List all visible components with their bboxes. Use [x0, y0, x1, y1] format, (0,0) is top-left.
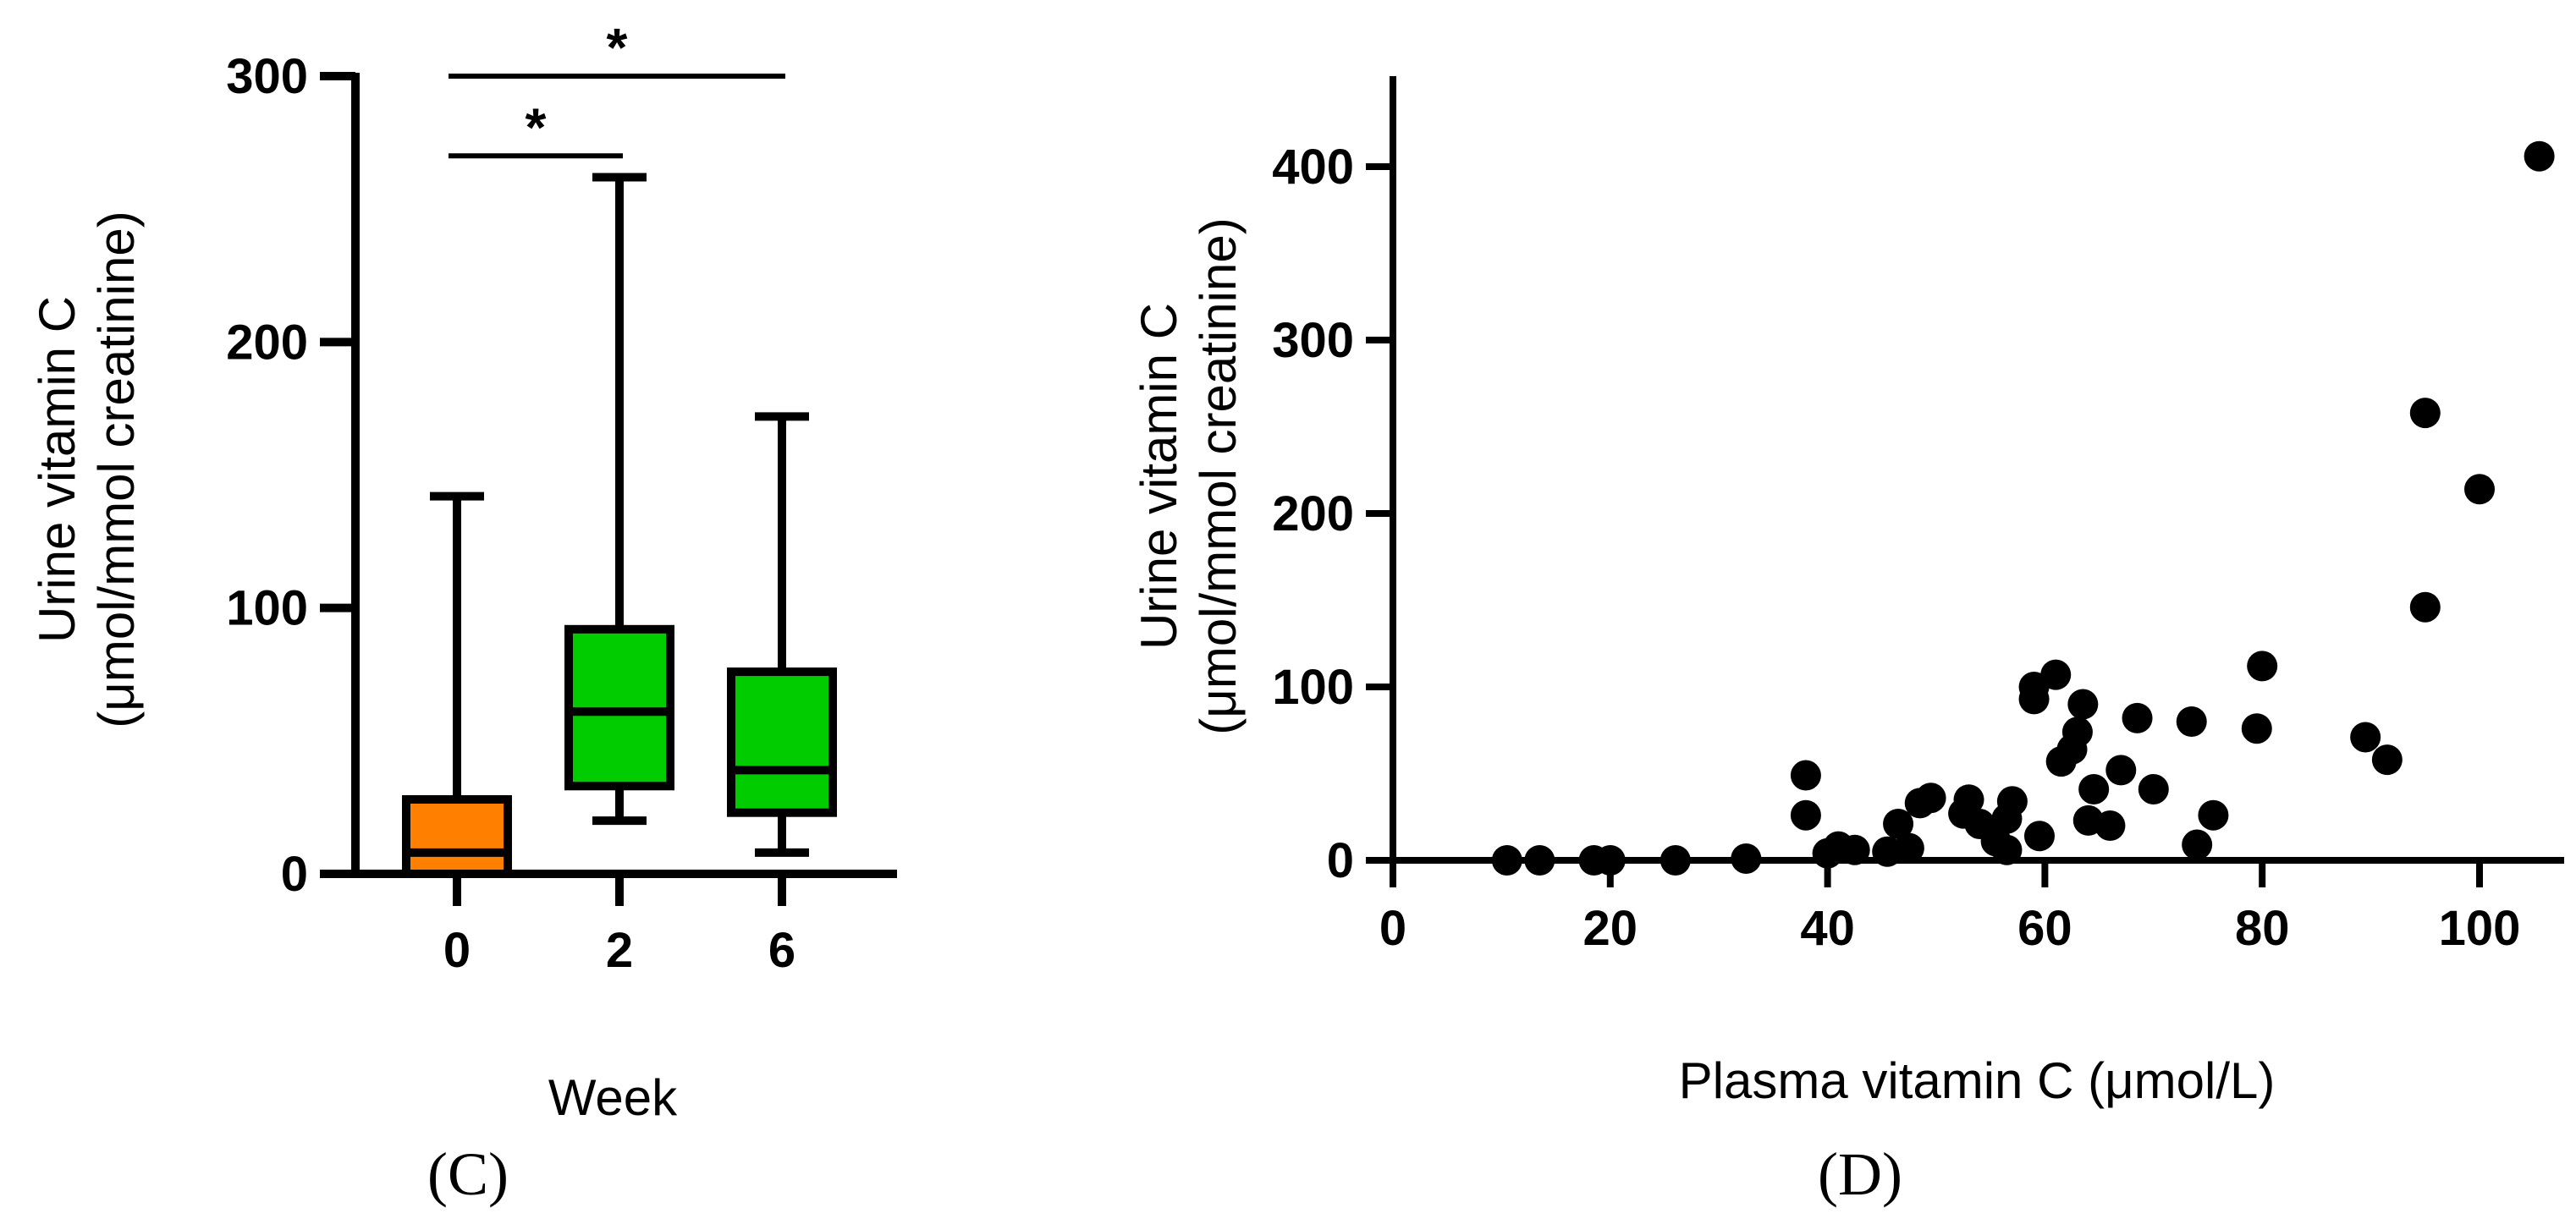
scatter-point — [2122, 702, 2153, 733]
scatter-point — [2409, 591, 2441, 623]
scatter-point — [1893, 832, 1924, 864]
scatter-point — [2350, 722, 2381, 753]
scatter-point — [2040, 659, 2072, 690]
box-week-0 — [402, 491, 512, 879]
y-axis-title-line2: (μmol/mmol creatinine) — [88, 211, 145, 728]
scatter-point — [2067, 689, 2099, 720]
scatter-point — [2198, 799, 2229, 831]
x-tick-label: 6 — [768, 923, 795, 978]
x-tick-label: 2 — [606, 923, 633, 978]
scatter-point — [2018, 684, 2050, 715]
scatter-point — [2176, 706, 2207, 737]
x-tick-label: 60 — [2017, 901, 2072, 956]
y-tick-label: 200 — [226, 315, 308, 370]
panel-d-scatter-plot: 0 100 200 300 400 0 20 40 60 80 100 Urine vitamin… — [1131, 76, 2564, 1208]
x-axis-ticks: 0 20 40 60 80 100 — [1379, 860, 2521, 956]
box-iqr — [727, 667, 837, 817]
scatter-points — [1491, 140, 2555, 876]
y-tick-label: 200 — [1272, 486, 1354, 541]
scatter-point — [2409, 398, 2441, 429]
panel-label-c: (C) — [427, 1140, 509, 1208]
x-tick-label: 40 — [1800, 901, 1855, 956]
scatter-point — [2023, 821, 2055, 852]
scatter-point — [2138, 773, 2169, 804]
scatter-point — [2078, 773, 2110, 804]
y-tick-label: 100 — [1272, 660, 1354, 715]
box-week-6 — [727, 412, 837, 857]
significance-brackets: ** — [449, 17, 785, 159]
y-tick-label: 300 — [226, 49, 308, 104]
scatter-point — [2247, 651, 2278, 682]
y-axis-title-line2: (μmol/mmol creatinine) — [1190, 217, 1247, 734]
y-axis-ticks: 0 100 200 300 400 — [1272, 140, 1393, 888]
y-axis-ticks: 0 100 200 300 — [226, 49, 355, 902]
scatter-point — [2094, 810, 2126, 841]
box-series — [402, 173, 837, 879]
y-tick-label: 400 — [1272, 140, 1354, 195]
x-axis-title: Week — [548, 1069, 678, 1126]
scatter-point — [2464, 474, 2495, 505]
y-tick-label: 100 — [226, 581, 308, 636]
scatter-point — [2241, 713, 2272, 744]
significance-star: * — [526, 96, 547, 157]
y-tick-label: 0 — [1327, 833, 1354, 888]
y-tick-label: 0 — [281, 847, 308, 902]
x-tick-label: 100 — [2439, 901, 2521, 956]
box-week-2 — [564, 173, 674, 826]
scatter-point — [1953, 784, 1984, 815]
x-axis-ticks: 0 2 6 — [443, 874, 795, 978]
box-iqr — [402, 794, 512, 879]
scatter-point — [2371, 744, 2403, 776]
scatter-point — [1883, 808, 1914, 839]
x-tick-label: 0 — [443, 923, 471, 978]
y-axis-title-line1: Urine vitamin C — [29, 296, 85, 643]
x-tick-label: 20 — [1583, 901, 1638, 956]
x-axis-title: Plasma vitamin C (μmol/L) — [1679, 1052, 2276, 1109]
scatter-point — [1790, 760, 1821, 791]
scatter-point — [2061, 717, 2093, 748]
x-tick-label: 0 — [1379, 901, 1406, 956]
x-tick-label: 80 — [2235, 901, 2290, 956]
y-axis-title-line1: Urine vitamin C — [1131, 303, 1187, 650]
scatter-point — [1996, 786, 2028, 817]
scatter-point — [2524, 140, 2555, 172]
y-tick-label: 300 — [1272, 313, 1354, 368]
scatter-point — [2105, 755, 2137, 786]
scatter-point — [2182, 829, 2213, 860]
panel-label-d: (D) — [1818, 1140, 1902, 1208]
scatter-point — [1790, 799, 1821, 831]
significance-star: * — [607, 17, 628, 78]
scatter-point — [1915, 782, 1946, 814]
